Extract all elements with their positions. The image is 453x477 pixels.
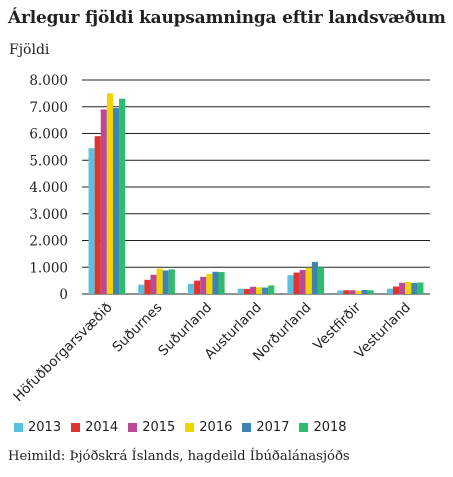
bar — [150, 274, 157, 294]
legend-item: 2016 — [185, 420, 232, 435]
bar — [287, 275, 294, 294]
bar — [94, 136, 101, 294]
bar — [262, 287, 269, 294]
y-tick-label: 1.000 — [29, 260, 68, 276]
legend-item: 2018 — [299, 420, 347, 435]
y-tick-label: 6.000 — [29, 127, 68, 143]
legend-item: 2017 — [242, 420, 289, 435]
bar — [293, 272, 300, 294]
bar — [200, 276, 207, 294]
bar — [237, 288, 244, 294]
bar — [343, 290, 350, 294]
bar — [417, 282, 424, 294]
bar — [168, 269, 175, 294]
legend-item: 2014 — [71, 420, 118, 435]
bar — [138, 284, 145, 294]
bar — [119, 98, 126, 294]
legend-label: 2016 — [199, 420, 233, 435]
legend-item: 2013 — [14, 420, 61, 435]
bar — [311, 261, 318, 294]
bar — [256, 287, 263, 294]
bar — [386, 288, 393, 294]
bar — [337, 290, 344, 294]
bar — [305, 267, 312, 294]
bar — [392, 286, 400, 294]
y-tick-label: 8.000 — [29, 73, 68, 89]
legend-swatch — [71, 423, 81, 432]
bar — [218, 272, 225, 294]
bar — [144, 279, 151, 294]
bar — [243, 288, 250, 294]
legend-item: 2015 — [128, 420, 175, 435]
y-axis-label: Fjöldi — [9, 42, 50, 58]
y-tick-label: 2.000 — [29, 234, 68, 250]
legend-swatch — [128, 423, 138, 432]
bar — [156, 268, 163, 294]
bar — [317, 267, 325, 294]
y-tick-label: 3.000 — [29, 207, 68, 223]
bar — [361, 289, 368, 294]
legend-swatch — [242, 423, 252, 432]
legend-swatch — [185, 423, 195, 432]
x-tick-label: Höfuðborgarsvæðið — [10, 300, 115, 405]
bar — [162, 270, 169, 294]
y-tick-label: 0 — [59, 287, 68, 303]
bar — [405, 281, 412, 294]
legend-label: 2015 — [142, 420, 176, 435]
y-tick-label: 5.000 — [29, 153, 68, 169]
bar — [212, 271, 219, 294]
legend-swatch — [299, 423, 309, 432]
bar — [100, 109, 107, 294]
bar — [411, 283, 418, 294]
source-note: Heimild: Þjóðskrá Íslands, hagdeild Íbúð… — [8, 449, 350, 464]
chart-title: Árlegur fjöldi kaupsamninga eftir landsv… — [8, 8, 446, 28]
bar-chart: 0 1.000 2.000 3.000 4.000 5.000 6.000 7.000 8.00… — [10, 73, 430, 405]
y-tick-label: 7.000 — [29, 100, 68, 116]
legend: 2013 2014 2015 2016 2017 2018 — [14, 420, 357, 435]
bar — [88, 148, 95, 294]
bar — [349, 290, 356, 294]
y-tick-label: 4.000 — [29, 180, 68, 196]
bar — [299, 269, 306, 294]
bar — [112, 108, 120, 295]
bar — [268, 285, 275, 294]
legend-label: 2013 — [28, 420, 62, 435]
legend-swatch — [14, 423, 23, 432]
bar — [399, 282, 406, 294]
legend-label: 2018 — [313, 420, 347, 435]
bar — [367, 290, 374, 294]
legend-label: 2014 — [85, 420, 119, 435]
bar — [206, 273, 213, 294]
legend-label: 2017 — [256, 420, 290, 435]
bar — [106, 93, 113, 294]
bar — [194, 280, 201, 294]
bar — [355, 290, 362, 294]
bar — [249, 286, 256, 294]
bar — [187, 283, 195, 294]
